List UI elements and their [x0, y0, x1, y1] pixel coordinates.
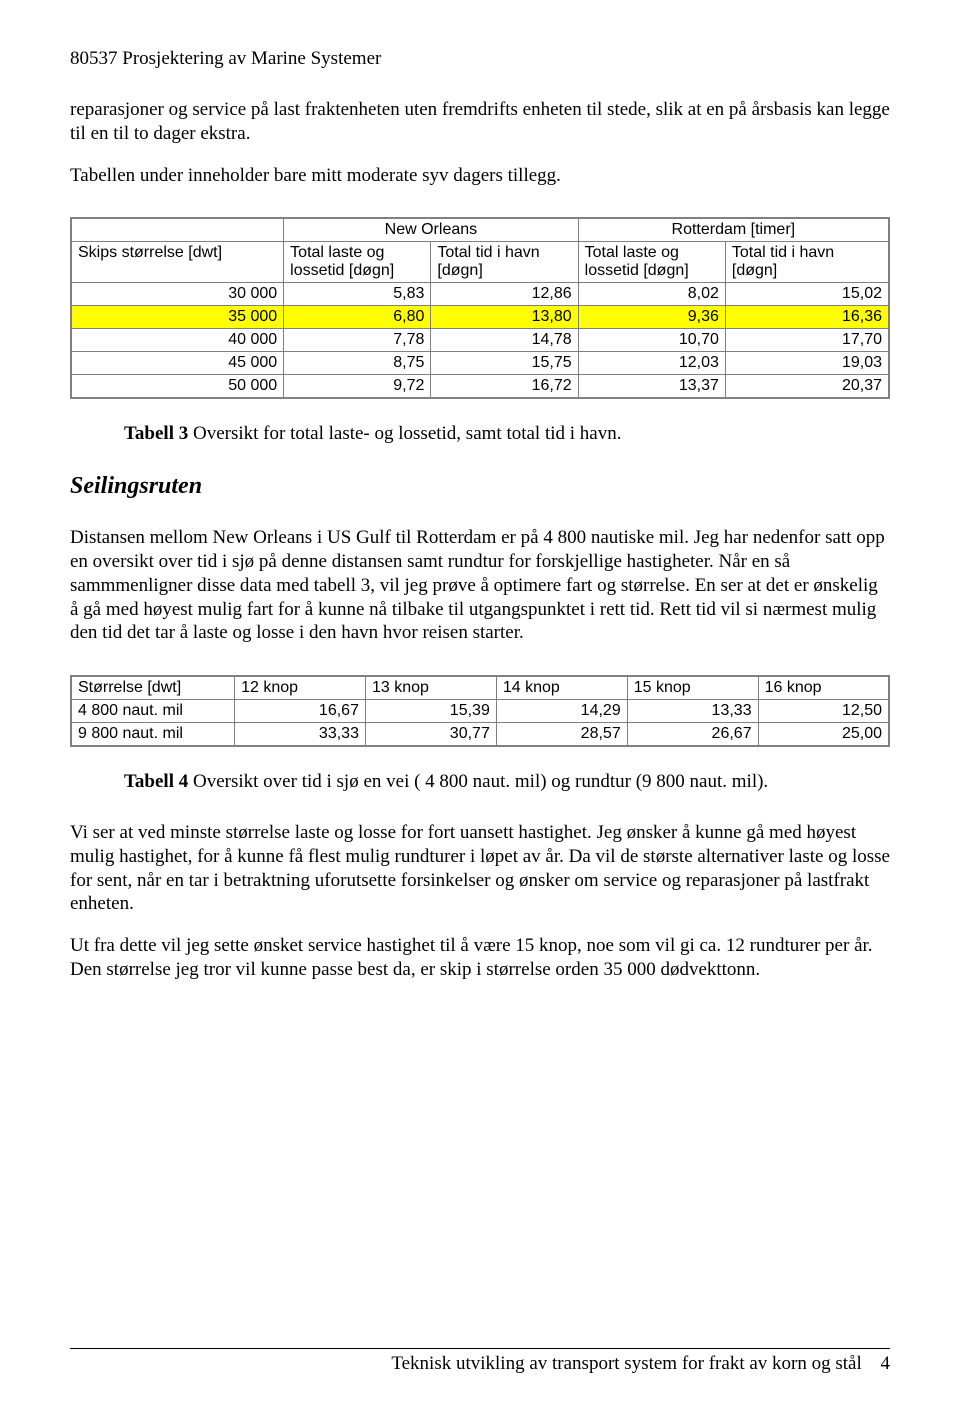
table4-cell: 28,57	[496, 723, 627, 747]
table4-cell: 14,29	[496, 700, 627, 723]
table3-cell: 20,37	[725, 375, 889, 399]
table3-col-2: Total tid i havn [døgn]	[431, 242, 578, 283]
paragraph-4: Vi ser at ved minste størrelse laste og …	[70, 821, 890, 916]
table3-cell: 15,02	[725, 283, 889, 306]
table3-cell: 7,78	[284, 329, 431, 352]
table4-wrap: Størrelse [dwt]12 knop13 knop14 knop15 k…	[70, 675, 890, 747]
table3-col-1: Total laste og lossetid [døgn]	[284, 242, 431, 283]
table3-cell: 5,83	[284, 283, 431, 306]
table4-cell: 16,67	[235, 700, 366, 723]
paragraph-5: Ut fra dette vil jeg sette ønsket servic…	[70, 934, 890, 982]
table3-cell: 10,70	[578, 329, 725, 352]
footer-page: 4	[881, 1353, 891, 1374]
table-row: 4 800 naut. mil16,6715,3914,2913,3312,50	[71, 700, 889, 723]
table3-cell: 13,37	[578, 375, 725, 399]
footer-rule	[70, 1348, 890, 1349]
table3-cell: 16,36	[725, 306, 889, 329]
table3-cell: 9,72	[284, 375, 431, 399]
table3-cell: 40 000	[71, 329, 284, 352]
table4-cell: 25,00	[758, 723, 889, 747]
table4-caption: Tabell 4 Oversikt over tid i sjø en vei …	[124, 771, 890, 793]
table3-cell: 17,70	[725, 329, 889, 352]
table4-cell: 13,33	[627, 700, 758, 723]
table3-cell: 12,86	[431, 283, 578, 306]
table3-col-3: Total laste og lossetid [døgn]	[578, 242, 725, 283]
table-row: 50 0009,7216,7213,3720,37	[71, 375, 889, 399]
page: 80537 Prosjektering av Marine Systemer r…	[0, 0, 960, 1413]
table4-cell: 12,50	[758, 700, 889, 723]
table3-cell: 50 000	[71, 375, 284, 399]
footer-text: Teknisk utvikling av transport system fo…	[391, 1353, 861, 1374]
table4-caption-rest: Oversikt over tid i sjø en vei ( 4 800 n…	[188, 771, 768, 792]
paragraph-2: Tabellen under inneholder bare mitt mode…	[70, 164, 890, 188]
doc-header: 80537 Prosjektering av Marine Systemer	[70, 48, 890, 70]
table3-cell: 14,78	[431, 329, 578, 352]
table3-caption-rest: Oversikt for total laste- og lossetid, s…	[188, 423, 621, 444]
table4-cell: 9 800 naut. mil	[71, 723, 235, 747]
table-row: 30 0005,8312,868,0215,02	[71, 283, 889, 306]
table4-cell: 26,67	[627, 723, 758, 747]
table4-cell: 15,39	[365, 700, 496, 723]
table-row: 45 0008,7515,7512,0319,03	[71, 352, 889, 375]
table-row: 9 800 naut. mil33,3330,7728,5726,6725,00	[71, 723, 889, 747]
table3-cell: 19,03	[725, 352, 889, 375]
table-row: 40 0007,7814,7810,7017,70	[71, 329, 889, 352]
table3-col-4: Total tid i havn [døgn]	[725, 242, 889, 283]
table4-col-1: 12 knop	[235, 676, 366, 700]
table4-caption-bold: Tabell 4	[124, 771, 188, 792]
table3-cell: 8,02	[578, 283, 725, 306]
table3-cell: 15,75	[431, 352, 578, 375]
table3: New OrleansRotterdam [timer]Skips større…	[70, 217, 890, 399]
table-row: 35 0006,8013,809,3616,36	[71, 306, 889, 329]
table3-cell: 9,36	[578, 306, 725, 329]
paragraph-1: reparasjoner og service på last fraktenh…	[70, 98, 890, 146]
table3-cell: 8,75	[284, 352, 431, 375]
table4-col-0: Størrelse [dwt]	[71, 676, 235, 700]
table3-wrap: New OrleansRotterdam [timer]Skips større…	[70, 217, 890, 399]
table3-cell: 35 000	[71, 306, 284, 329]
table3-col-0: Skips størrelse [dwt]	[71, 242, 284, 283]
table4-col-4: 15 knop	[627, 676, 758, 700]
table3-cell: 12,03	[578, 352, 725, 375]
table4-cell: 33,33	[235, 723, 366, 747]
table3-cell: 13,80	[431, 306, 578, 329]
table3-cell: 16,72	[431, 375, 578, 399]
table3-cell: 6,80	[284, 306, 431, 329]
section-heading: Seilingsruten	[70, 473, 890, 500]
footer: Teknisk utvikling av transport system fo…	[391, 1353, 890, 1375]
table3-caption: Tabell 3 Oversikt for total laste- og lo…	[124, 423, 890, 445]
paragraph-3: Distansen mellom New Orleans i US Gulf t…	[70, 526, 890, 645]
table4-cell: 4 800 naut. mil	[71, 700, 235, 723]
table4: Størrelse [dwt]12 knop13 knop14 knop15 k…	[70, 675, 890, 747]
table3-cell: 45 000	[71, 352, 284, 375]
table3-cell: 30 000	[71, 283, 284, 306]
table4-col-3: 14 knop	[496, 676, 627, 700]
table3-caption-bold: Tabell 3	[124, 423, 188, 444]
table4-col-2: 13 knop	[365, 676, 496, 700]
table4-col-5: 16 knop	[758, 676, 889, 700]
table4-cell: 30,77	[365, 723, 496, 747]
